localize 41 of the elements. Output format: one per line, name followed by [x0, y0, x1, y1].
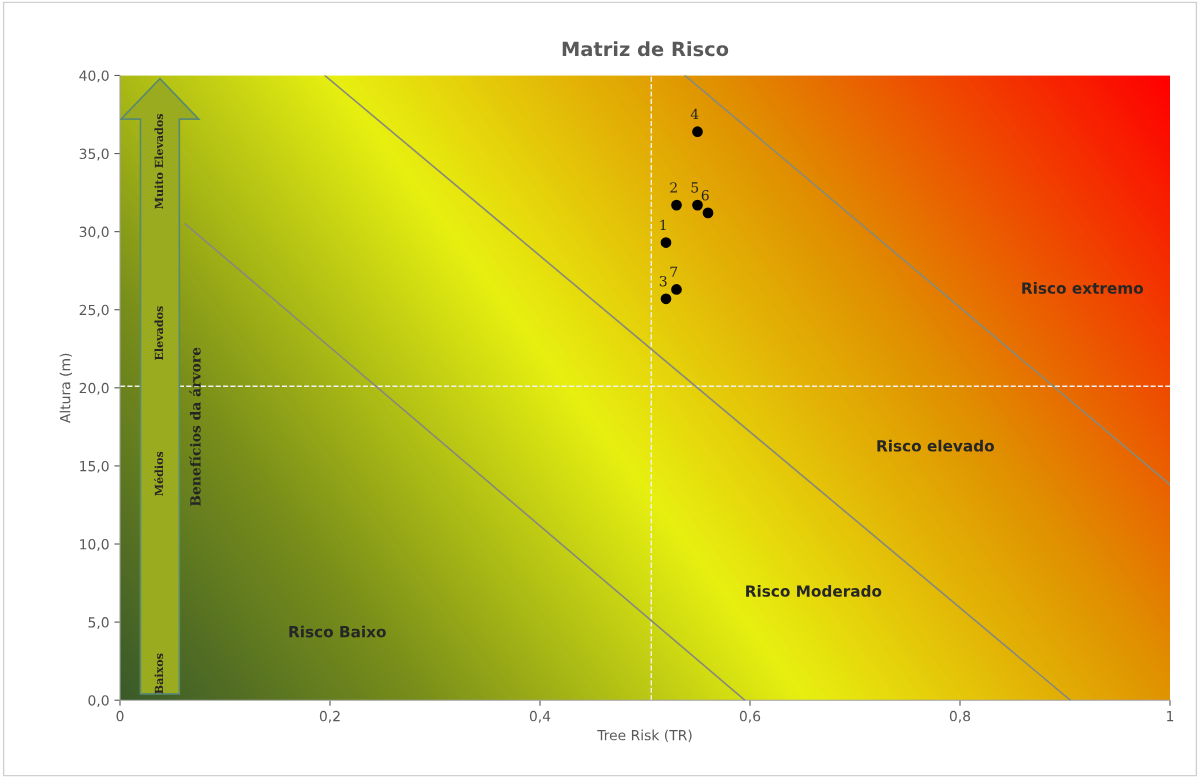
annotation: Muito Elevados: [154, 113, 164, 209]
point: [692, 126, 703, 138]
annotation: Médios: [154, 451, 164, 496]
annotation: Risco Moderado: [746, 585, 882, 597]
y-axis-title: Altura (m): [59, 353, 73, 424]
y-tick-label: 40,0: [79, 70, 109, 83]
x-tick-label: 0,4: [529, 710, 551, 723]
y-tick-label: 10,0: [80, 538, 109, 551]
point: [660, 237, 672, 248]
y-tick-label: 30,0: [79, 226, 109, 239]
chart-title: Matriz de Risco: [562, 41, 729, 57]
annotation: Benefícios da árvore: [189, 347, 201, 507]
point: [702, 207, 714, 219]
point: [671, 284, 682, 295]
annotation: Baixos: [154, 653, 164, 694]
x-tick-label: 0: [116, 710, 124, 722]
annotation: 4: [690, 108, 699, 120]
annotation: 3: [659, 275, 667, 287]
y-tick-label: 0,0: [88, 695, 109, 708]
y-tick-label: 25,0: [79, 304, 109, 317]
point: [660, 293, 672, 305]
annotation: 6: [701, 189, 709, 201]
annotation: Elevados: [154, 306, 164, 361]
annotation: 1: [660, 219, 666, 230]
x-tick-label: 1: [1167, 711, 1174, 722]
x-tick-label: 0,8: [949, 710, 971, 723]
y-tick-label: 35,0: [79, 148, 109, 161]
annotation: Risco elevado: [877, 439, 994, 452]
y-tick-label: 5,0: [88, 617, 109, 629]
annotation: 5: [691, 182, 699, 193]
annotation: Risco Baixo: [289, 625, 386, 638]
annotation: 2: [670, 182, 677, 193]
annotation: Risco extremo: [1022, 282, 1144, 294]
annotation: 7: [670, 266, 678, 277]
x-axis-title: Tree Risk (TR): [597, 729, 692, 742]
y-tick-label: 20,0: [79, 382, 109, 395]
y-tick-label: 15,0: [80, 460, 109, 473]
point: [692, 199, 703, 211]
x-tick-label: 0,2: [319, 710, 340, 723]
point: [671, 199, 682, 211]
x-tick-label: 0,6: [739, 710, 761, 723]
